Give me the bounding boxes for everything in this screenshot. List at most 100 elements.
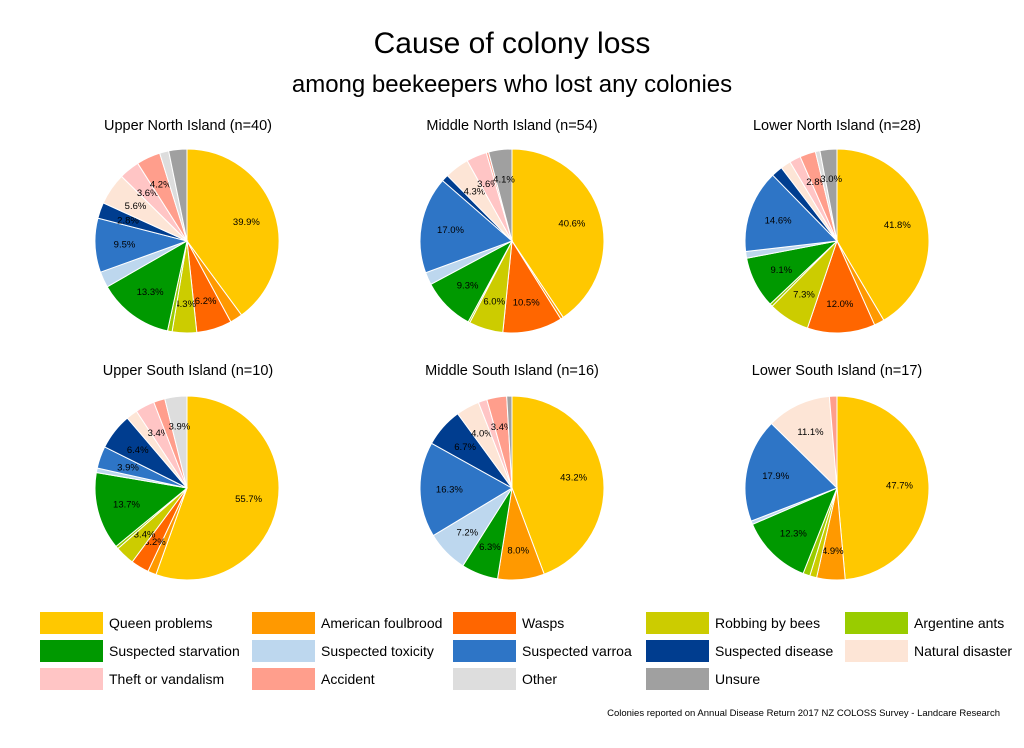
legend-label: American foulbrood [321,615,443,631]
slice-label: 11.1% [797,427,824,438]
slice-label: 7.2% [456,527,478,538]
slice-label: 3.2% [144,537,166,548]
slice-label: 14.6% [765,216,792,227]
pie-lower-south-island-n-17: 47.7% 4.9% 12.3% 17.9% 11.1% [744,395,930,581]
slice-label: 17.9% [762,471,789,482]
pie-slice-suspected-starvation [94,471,189,548]
legend-swatch [646,668,709,690]
pie-slice-unsure [819,148,838,242]
slice-label: 3.9% [117,463,139,474]
pie-slice-suspected-starvation [106,240,188,332]
slice-label: 4.3% [174,299,196,310]
slice-label: 3.0% [820,174,842,185]
pie-middle-north-island-n-54: 40.6% 10.5% 6.0% 9.3% 17.0% 4.3%3.6%4.1% [419,148,605,334]
chart-subtitle: among beekeepers who lost any colonies [291,71,733,98]
pie-charts: 39.9%6.2%4.3%13.3%9.5%2.8%5.6%3.6%4.2%40… [94,148,930,581]
pie-title-middle-south: Middle South Island (n=16) [425,363,599,379]
legend-label: Other [522,671,558,687]
legend-label: Theft or vandalism [109,671,225,687]
legend-swatch [646,640,709,662]
slice-label: 3.4% [148,428,170,439]
legend-swatch [453,612,516,634]
pie-title-lower-north: Lower North Island (n=28) [752,118,922,134]
legend-swatch [646,612,709,634]
legend-label: Suspected varroa [522,643,632,659]
slice-label: 4.2% [150,180,172,191]
pie-title-upper-south: Upper South Island (n=10) [102,363,274,379]
legend-swatch [40,640,103,662]
slice-label: 6.3% [479,542,501,553]
slice-label: 3.4% [491,422,513,433]
slice-label: 6.0% [483,297,505,308]
slice-label: 13.3% [137,287,164,298]
pie-slice-queen-problems [186,148,280,316]
slice-label: 16.3% [436,485,463,496]
pie-slice-wasps [806,239,876,334]
pie-slice-natural-disaster [770,395,838,490]
slice-label: 43.2% [560,472,587,483]
pie-slice-other [164,395,188,489]
slice-label: 17.0% [437,225,464,236]
legend-label: Unsure [715,671,761,687]
slice-label: 3.6% [477,179,499,190]
pie-slice-queen-problems [511,148,605,319]
pie-slice-unsure [506,395,513,489]
legend-label: Accident [321,671,375,687]
legend-swatch [453,668,516,690]
pie-lower-north-island-n-28: 41.8% 12.0% 7.3% 9.1% 14.6% 2.8%3.0% [744,148,930,334]
slice-label: 40.6% [558,218,585,229]
slice-label: 55.7% [235,494,262,505]
slice-label: 12.0% [826,299,853,310]
slice-label: 47.7% [886,481,913,492]
legend-swatch [845,612,908,634]
legend-swatch [252,668,315,690]
pie-slice-accident [828,395,838,489]
pie-slice-suspected-starvation [751,487,838,575]
slice-label: 39.9% [233,217,260,228]
slice-label: 9.5% [114,239,136,250]
slice-label: 6.2% [195,296,217,307]
pie-title-lower-south: Lower South Island (n=17) [751,363,923,379]
pie-slice-queen-problems [155,395,280,581]
legend-swatch [40,668,103,690]
legend-label: Natural disaster [914,643,1013,659]
legend-swatch [40,612,103,634]
slice-label: 4.9% [822,546,844,557]
slice-label: 4.3% [464,187,486,198]
pie-slice-suspected-varroa [419,179,513,274]
pie-slice-suspected-varroa [744,174,839,253]
slice-label: 8.0% [507,546,529,557]
legend-label: Argentine ants [914,615,1005,631]
chart-title: Cause of colony loss [373,27,651,60]
pie-slice-suspected-varroa [744,422,838,522]
pie-slice-suspected-varroa [419,442,513,537]
pie-middle-south-island-n-16: 43.2% 8.0% 6.3%7.2% 16.3% 6.7% 4.0%3.4% [419,395,605,581]
pie-slice-unsure [168,148,188,242]
slice-label: 9.1% [770,265,792,276]
legend-swatch [252,640,315,662]
pie-slice-queen-problems [836,395,930,581]
pie-upper-north-island-n-40: 39.9% 6.2%4.3% 13.3% 9.5% 2.8% 5.6% 3.6%4.2% [94,148,280,334]
slice-label: 6.4% [127,445,149,456]
legend-swatch [845,640,908,662]
pie-title-middle-north: Middle North Island (n=54) [426,118,598,134]
pie-slice-queen-problems [511,395,605,575]
legend-label: Robbing by bees [715,615,821,631]
pie-upper-south-island-n-10: 55.7%3.2%3.4%13.7%3.9%6.4%3.4%3.9% [94,395,280,581]
slice-label: 2.8% [806,177,828,188]
legend-label: Suspected toxicity [321,643,434,659]
slice-label: 7.3% [793,290,815,301]
slice-label: 3.4% [134,530,156,541]
slice-label: 9.3% [457,281,479,292]
legend-swatch [252,612,315,634]
footnote: Colonies reported on Annual Disease Retu… [607,708,1000,719]
slice-label: 6.7% [454,442,476,453]
slice-label: 10.5% [513,297,540,308]
slice-label: 5.6% [125,201,147,212]
slice-label: 4.0% [471,429,493,440]
pie-slice-queen-problems [836,148,930,321]
pie-title-upper-north: Upper North Island (n=40) [103,118,273,134]
legend-label: Suspected starvation [109,643,240,659]
legend-swatch [453,640,516,662]
legend-label: Wasps [522,615,565,631]
